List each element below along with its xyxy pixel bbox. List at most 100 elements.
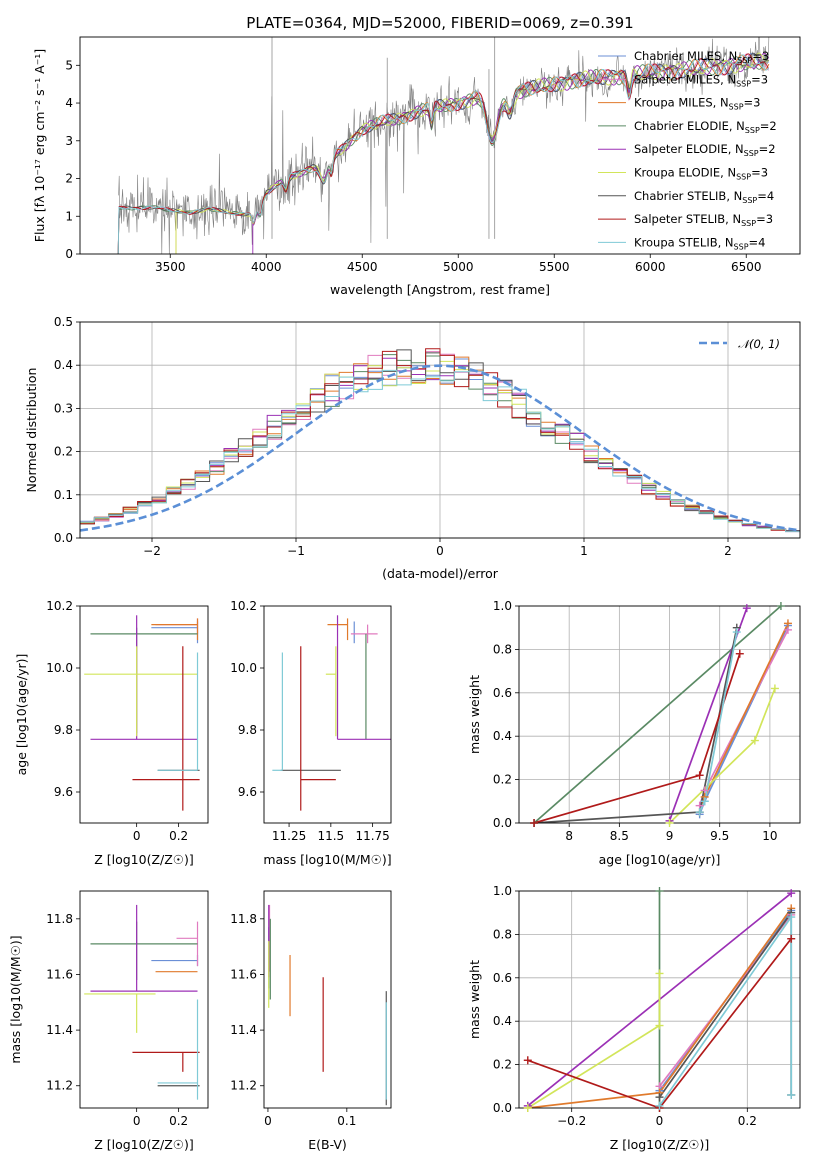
legend-label: Kroupa ELODIE, NSSP=3 [634, 166, 768, 182]
y-tick-label: 11.6 [230, 967, 257, 981]
legend-tail: =2 [759, 142, 776, 156]
legend-label: Chabrier MILES, NSSP=3 [634, 49, 769, 65]
x-axis-label: Z [log10(Z/Z☉)] [610, 1137, 710, 1152]
y-tick-label: 1.0 [493, 884, 512, 898]
y-tick-label: 9.8 [54, 723, 73, 737]
mass-weight-line [527, 938, 792, 1108]
y-axis-label: Normed distribution [24, 368, 39, 493]
legend-subscript: SSP [736, 173, 751, 182]
model-line-salpeter-elodie [252, 52, 770, 254]
mass-weight-line [533, 653, 741, 823]
y-tick-label: 1 [65, 209, 73, 223]
y-tick-label: 9.6 [238, 785, 257, 799]
model-line-kroupa-stelib [117, 54, 770, 254]
x-tick-label: −1 [287, 544, 305, 558]
y-tick-label: 0.1 [54, 488, 73, 502]
plot-area [117, 37, 770, 254]
legend-tail: =3 [756, 212, 773, 226]
x-tick-label: 4000 [251, 260, 282, 274]
y-tick-label: 11.2 [46, 1079, 73, 1093]
legend-subscript: SSP [737, 56, 752, 65]
y-tick-label: 0 [65, 247, 73, 261]
observed-spectrum-line [118, 37, 770, 254]
legend-tail: =3 [744, 96, 761, 110]
legend-tail: =3 [751, 166, 768, 180]
x-tick-label: 1 [580, 544, 588, 558]
legend-subscript: SSP [736, 79, 751, 88]
y-axis-label: Flux [fλ 10⁻¹⁷ erg cm⁻² s⁻¹ A⁻¹] [32, 49, 47, 242]
x-tick-label: 0.2 [738, 1114, 757, 1128]
mass-vs-metallicity-panel: 0 0.2 11.2 11.4 11.6 11.8 Z [log10(Z/Z☉)] mass … [8, 890, 209, 1152]
x-axis-label: age [log10(age/yr)] [599, 852, 721, 867]
y-tick-label: 11.6 [46, 967, 73, 981]
legend-subscript: SSP [741, 219, 756, 228]
y-axis-label: mass [log10(M/M☉)] [8, 935, 23, 1063]
x-tick-label: 0 [133, 1114, 141, 1128]
residual-histogram-panel: −2 −1 0 1 2 0.0 0.1 0.2 0.3 0.4 0.5 (data-model)/er… [24, 315, 801, 581]
x-axis-label: wavelength [Angstrom, rest frame] [330, 282, 550, 297]
y-tick-label: 11.8 [230, 912, 257, 926]
y-tick-label: 0.2 [493, 1058, 512, 1072]
x-axis-label: mass [log10(M/M☉)] [263, 852, 391, 867]
y-tick-label: 0.6 [493, 686, 512, 700]
y-tick-label: 3 [65, 134, 73, 148]
y-tick-label: 0.5 [54, 315, 73, 329]
y-tick-label: 5 [65, 58, 73, 72]
y-tick-label: 11.8 [46, 912, 73, 926]
mass-weight-vs-metallicity-panel: −0.2 0 0.2 0.0 0.2 0.4 0.6 0.8 1.0 Z [log10(Z/Z☉)… [467, 884, 801, 1152]
y-tick-label: 0.2 [54, 445, 73, 459]
legend-tail: =3 [752, 49, 769, 63]
y-tick-label: 11.4 [46, 1023, 73, 1037]
legend-tail: =4 [757, 189, 774, 203]
x-tick-label: 6000 [635, 260, 666, 274]
x-tick-label: 11.25 [272, 829, 306, 843]
x-tick-label: 9.5 [710, 829, 729, 843]
plot-area [268, 904, 387, 1106]
histogram-kroupa-stelib [80, 369, 800, 538]
x-axis-label: Z [log10(Z/Z☉)] [94, 852, 194, 867]
x-axis-label: E(B-V) [308, 1137, 347, 1152]
mass-weight-line [658, 910, 793, 1098]
y-tick-label: 0.0 [493, 1101, 512, 1115]
y-tick-label: 0.4 [54, 358, 73, 372]
y-tick-label: 10.2 [230, 599, 257, 613]
x-tick-label: 6500 [731, 260, 762, 274]
legend-subscript: SSP [744, 149, 759, 158]
y-axis-label: mass weight [467, 675, 482, 754]
y-axis-label: age [log10(age/yr)] [14, 654, 29, 776]
legend-tail: =2 [760, 119, 777, 133]
figure-title: PLATE=0364, MJD=52000, FIBERID=0069, z=0… [246, 14, 633, 32]
legend-subscript: SSP [729, 103, 744, 112]
plot-area [527, 891, 793, 1108]
x-tick-label: 3500 [155, 260, 186, 274]
axes-frame [263, 605, 392, 824]
y-tick-label: 0.3 [54, 401, 73, 415]
x-tick-label: 0 [133, 829, 141, 843]
x-tick-label: 11.5 [317, 829, 344, 843]
plot-area [272, 615, 391, 811]
age-vs-metallicity-panel: 0 0.2 9.6 9.8 10.0 10.2 Z [log10(Z/Z☉)] age [lo… [14, 599, 209, 867]
x-tick-label: 0.2 [169, 829, 188, 843]
legend-tail: =4 [749, 235, 766, 249]
legend-label: Kroupa STELIB, NSSP=4 [634, 235, 765, 251]
y-tick-label: 11.4 [230, 1023, 257, 1037]
x-tick-label: 4500 [347, 260, 378, 274]
axes-frame [79, 605, 209, 824]
y-axis-label: mass weight [467, 960, 482, 1039]
mass-weight-line [527, 973, 661, 1108]
legend-label: 𝒩(0, 1) [738, 337, 780, 351]
y-tick-label: 0.4 [493, 1014, 512, 1028]
x-tick-label: −0.2 [557, 1114, 586, 1128]
x-tick-label: 8.5 [610, 829, 629, 843]
y-tick-label: 1.0 [493, 599, 512, 613]
x-tick-label: 5500 [539, 260, 570, 274]
y-tick-label: 0.6 [493, 971, 512, 985]
x-tick-label: 8 [565, 829, 573, 843]
plot-area [533, 606, 789, 823]
age-vs-mass-panel: 11.25 11.5 11.75 9.6 9.8 10.0 10.2 mass [log10(… [230, 599, 392, 867]
axes-frame [79, 890, 209, 1109]
x-tick-label: −2 [143, 544, 161, 558]
x-tick-label: 11.75 [355, 829, 389, 843]
y-tick-label: 9.8 [238, 723, 257, 737]
